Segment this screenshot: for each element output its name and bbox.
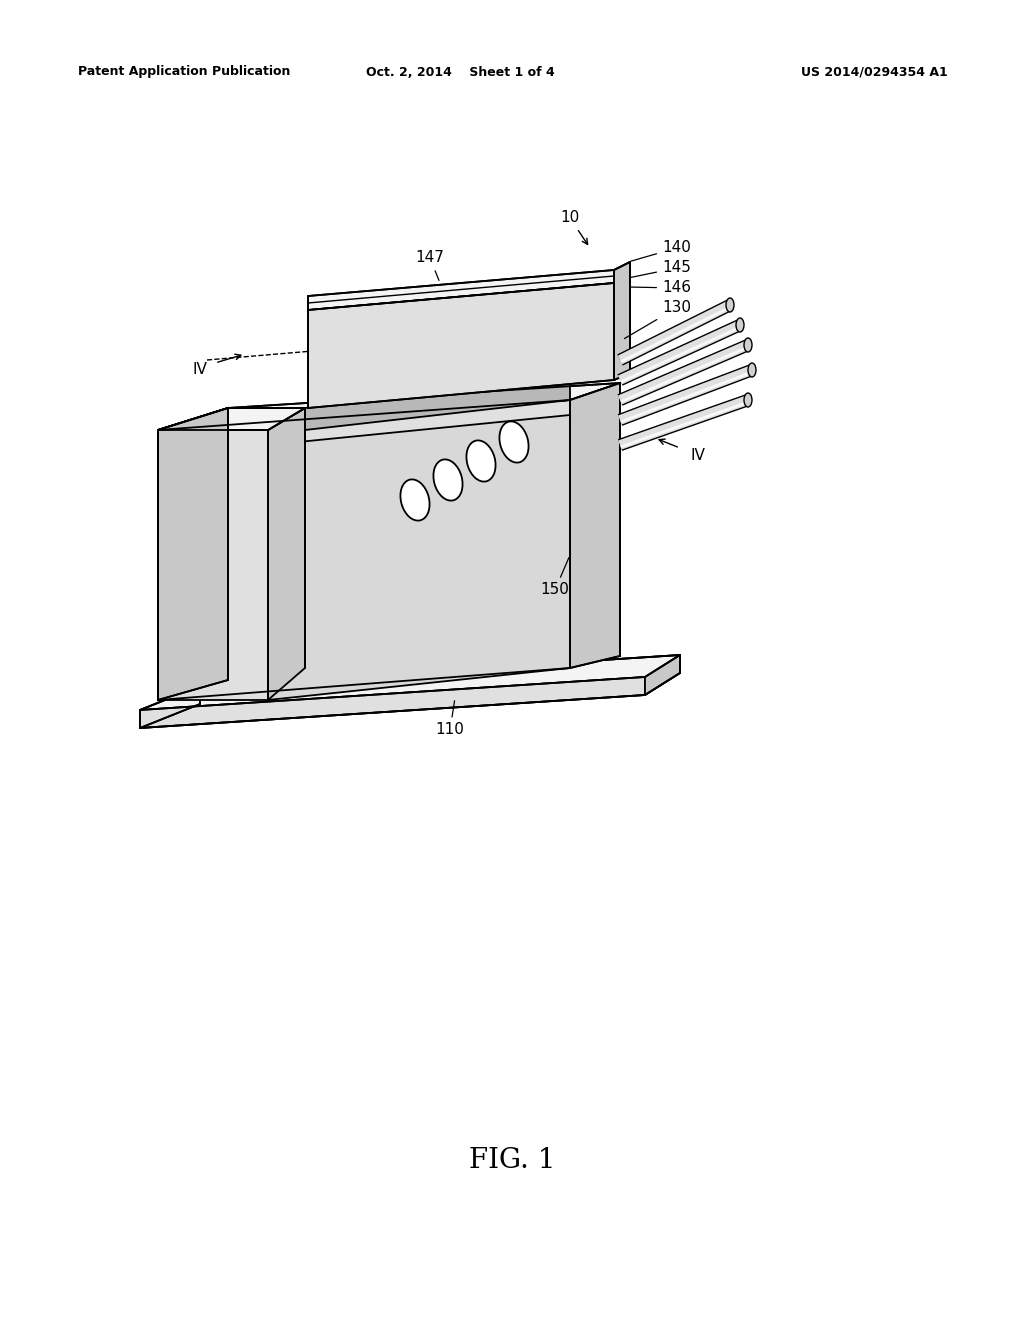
Polygon shape xyxy=(614,261,630,380)
Text: US 2014/0294354 A1: US 2014/0294354 A1 xyxy=(801,66,948,78)
Text: FIG. 1: FIG. 1 xyxy=(469,1147,555,1173)
Text: 110: 110 xyxy=(435,701,465,738)
Polygon shape xyxy=(158,408,305,430)
Text: IV: IV xyxy=(690,447,705,462)
Text: 147: 147 xyxy=(416,251,444,280)
Polygon shape xyxy=(158,408,228,700)
Ellipse shape xyxy=(500,421,528,462)
Text: 10: 10 xyxy=(560,210,588,244)
Text: 146: 146 xyxy=(631,281,691,296)
Text: IV: IV xyxy=(193,363,207,378)
Text: 145: 145 xyxy=(631,260,691,277)
Text: 130: 130 xyxy=(625,301,691,339)
Polygon shape xyxy=(305,378,570,430)
Polygon shape xyxy=(158,408,228,700)
Polygon shape xyxy=(308,271,614,310)
Text: Oct. 2, 2014    Sheet 1 of 4: Oct. 2, 2014 Sheet 1 of 4 xyxy=(366,66,554,78)
Ellipse shape xyxy=(748,363,756,378)
Polygon shape xyxy=(158,400,570,700)
Text: Patent Application Publication: Patent Application Publication xyxy=(78,66,291,78)
Polygon shape xyxy=(614,261,630,380)
Ellipse shape xyxy=(744,393,752,407)
Text: 150: 150 xyxy=(541,557,569,598)
Ellipse shape xyxy=(433,459,463,500)
Ellipse shape xyxy=(466,441,496,482)
Polygon shape xyxy=(645,655,680,696)
Polygon shape xyxy=(140,655,680,710)
Ellipse shape xyxy=(400,479,430,520)
Polygon shape xyxy=(140,677,645,729)
Polygon shape xyxy=(570,383,620,668)
Polygon shape xyxy=(268,408,305,700)
Ellipse shape xyxy=(744,338,752,352)
Ellipse shape xyxy=(736,318,744,333)
Text: 140: 140 xyxy=(631,240,691,261)
Polygon shape xyxy=(268,414,570,700)
Polygon shape xyxy=(308,282,614,408)
Polygon shape xyxy=(158,383,620,430)
Polygon shape xyxy=(158,430,268,700)
Ellipse shape xyxy=(726,298,734,312)
